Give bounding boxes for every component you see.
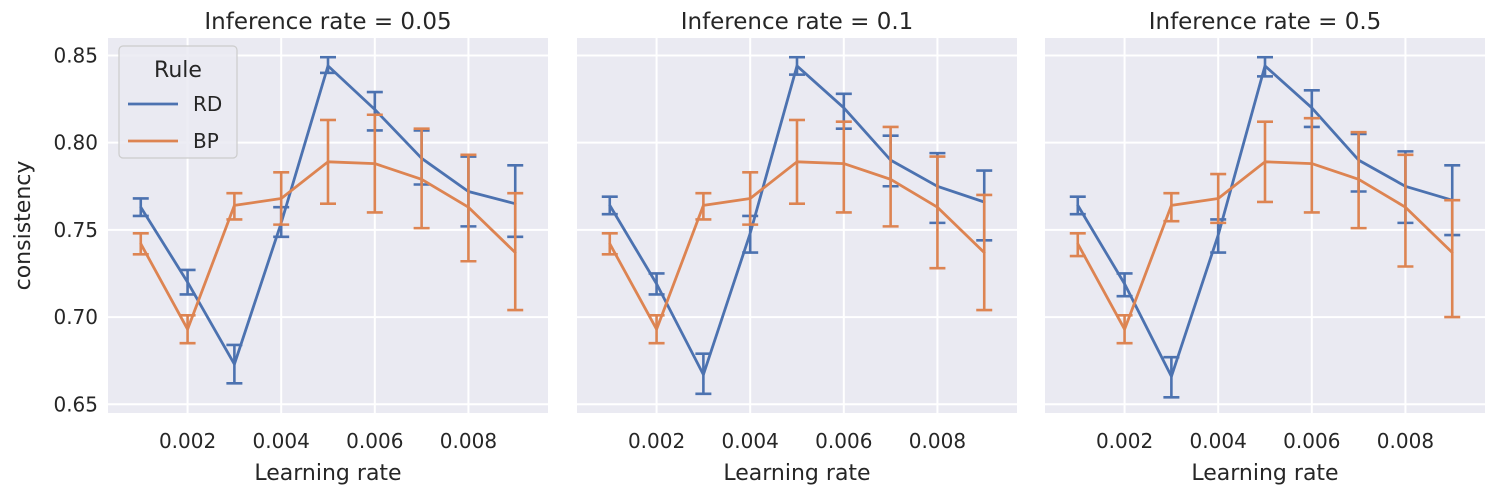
panel-title: Inference rate = 0.5 [1149,9,1382,35]
y-tick-label: 0.80 [53,131,98,155]
y-axis-label: consistency [11,161,36,291]
x-tick-label: 0.008 [440,429,497,453]
x-tick-label: 0.002 [1096,429,1153,453]
x-tick-label: 0.008 [1377,429,1434,453]
y-tick-label: 0.85 [53,43,98,67]
x-tick-label: 0.004 [1190,429,1247,453]
y-tick-label: 0.70 [53,305,98,329]
x-tick-label: 0.006 [346,429,403,453]
x-tick-label: 0.002 [159,429,216,453]
x-tick-label: 0.004 [253,429,310,453]
x-axis-label: Learning rate [723,461,870,486]
x-tick-label: 0.004 [722,429,779,453]
panel-title: Inference rate = 0.1 [681,9,914,35]
x-axis-label: Learning rate [1191,461,1338,486]
x-tick-label: 0.008 [909,429,966,453]
legend-title: Rule [154,58,202,83]
x-tick-label: 0.006 [815,429,872,453]
legend-label-bp: BP [193,129,219,153]
x-tick-label: 0.006 [1283,429,1340,453]
legend-label-rd: RD [193,92,222,116]
plot-area-2 [577,38,1017,413]
x-tick-label: 0.002 [628,429,685,453]
legend-box [118,45,238,159]
y-tick-label: 0.65 [53,392,98,416]
y-tick-label: 0.75 [53,218,98,242]
panel-title: Inference rate = 0.05 [204,9,451,35]
plot-area-3 [1045,38,1485,413]
x-axis-label: Learning rate [254,461,401,486]
